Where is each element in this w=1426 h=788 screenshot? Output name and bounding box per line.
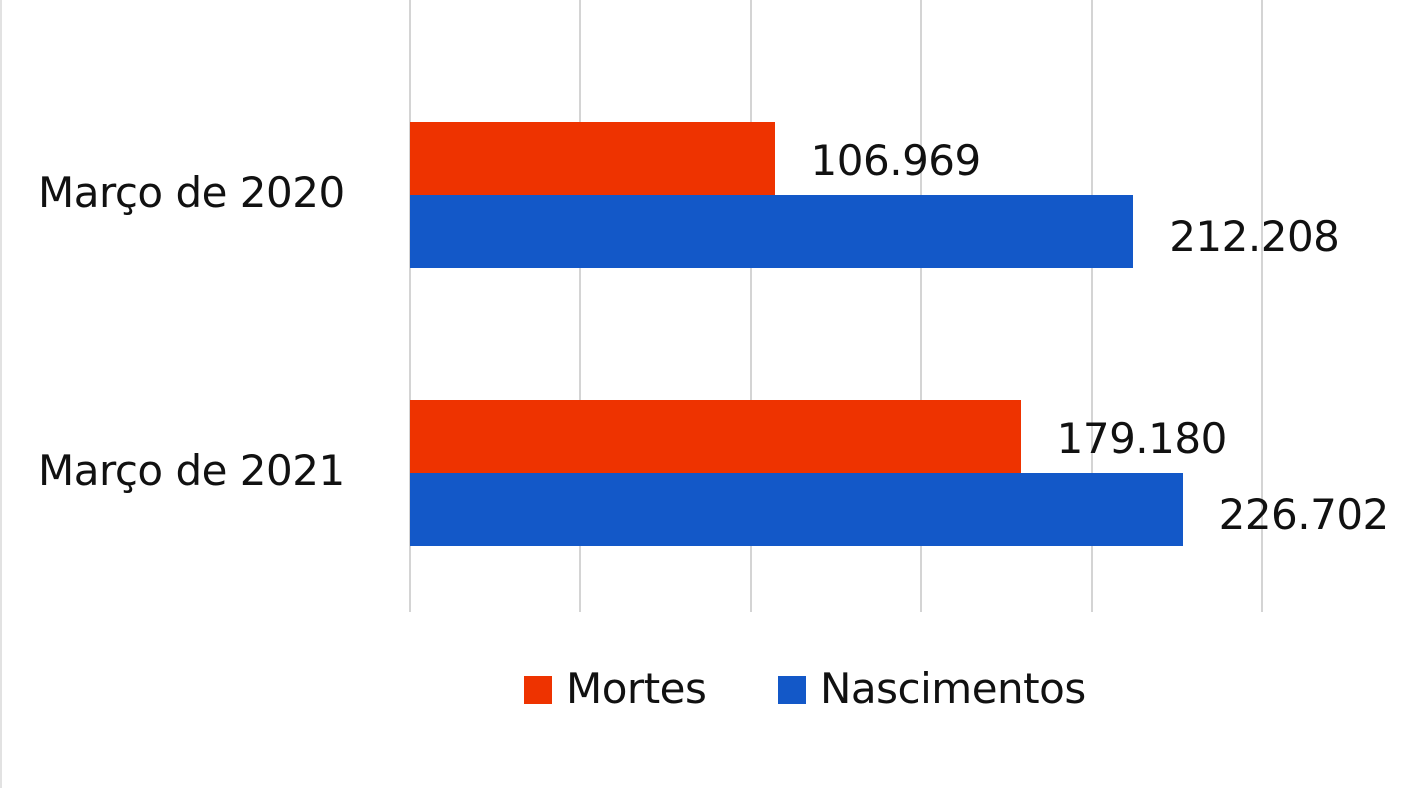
gridline	[1090, 0, 1093, 612]
category-label: Março de 2021	[38, 446, 345, 495]
bar-mortes-0	[410, 122, 775, 195]
gridline	[920, 0, 923, 612]
legend-swatch-nascimentos	[778, 676, 806, 704]
legend-label: Mortes	[566, 664, 707, 713]
legend: Mortes Nascimentos	[2, 662, 1426, 716]
bar-nascimentos-0	[410, 195, 1134, 268]
legend-item-nascimentos: Nascimentos	[778, 662, 1086, 716]
legend-swatch-mortes	[524, 676, 552, 704]
gridline	[579, 0, 582, 612]
bar-nascimentos-1	[410, 473, 1183, 546]
category-label: Março de 2020	[38, 168, 345, 217]
bar-mortes-1	[410, 400, 1021, 473]
gridline	[749, 0, 752, 612]
gridline	[409, 0, 411, 612]
data-label: 226.702	[1218, 490, 1390, 539]
gridline	[1261, 0, 1263, 612]
data-label: 212.208	[1169, 212, 1340, 261]
data-label: 106.969	[810, 136, 982, 185]
legend-label: Nascimentos	[820, 664, 1086, 713]
legend-item-mortes: Mortes	[524, 662, 707, 716]
data-label: 179.180	[1056, 414, 1228, 463]
